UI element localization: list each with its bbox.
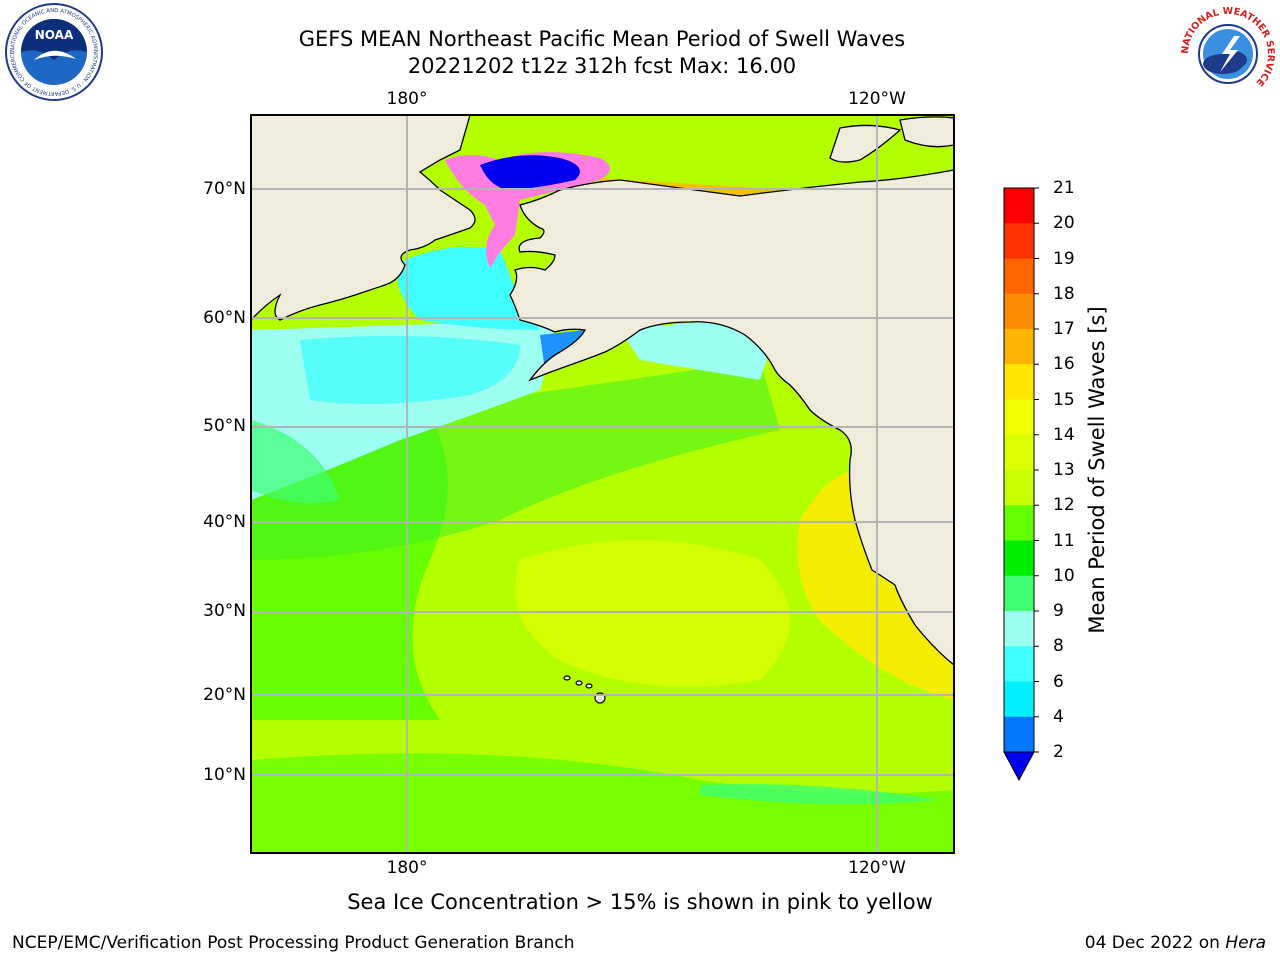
colorbar-bin bbox=[1004, 399, 1034, 436]
land-banks-island bbox=[899, 116, 954, 148]
swell-field-green-south bbox=[251, 753, 954, 853]
colorbar-bin bbox=[1004, 329, 1034, 365]
colorbar-bin bbox=[1004, 540, 1034, 577]
swell-field-yellow-east bbox=[797, 470, 954, 700]
graticule bbox=[251, 115, 954, 853]
colorbar-label: 16 bbox=[1053, 354, 1075, 375]
colorbar-bin bbox=[1004, 258, 1034, 295]
sea-ice-caption: Sea Ice Concentration > 15% is shown in … bbox=[347, 890, 933, 914]
lat-label-40n: 40°N bbox=[203, 512, 246, 532]
swell-field-green-band bbox=[251, 360, 780, 560]
lat-label-60n: 60°N bbox=[203, 308, 246, 328]
colorbar-label: 12 bbox=[1053, 495, 1075, 516]
footer-date: 04 Dec 2022 on Hera bbox=[1084, 933, 1266, 953]
map-subtitle: 20221202 t12z 312h fcst Max: 16.00 bbox=[407, 54, 797, 78]
colorbar-bin bbox=[1004, 611, 1034, 647]
colorbar-bin bbox=[1004, 470, 1034, 506]
lon-label-top-120w: 120°W bbox=[848, 89, 906, 109]
lon-label-bottom-180: 180° bbox=[386, 858, 428, 878]
colorbar bbox=[1003, 187, 1039, 782]
colorbar-label: 11 bbox=[1053, 530, 1075, 551]
colorbar-label: 6 bbox=[1053, 671, 1064, 692]
colorbar-label: 17 bbox=[1053, 319, 1075, 339]
lat-label-30n: 30°N bbox=[203, 601, 246, 621]
colorbar-bin bbox=[1004, 716, 1034, 753]
lat-label-20n: 20°N bbox=[203, 685, 246, 705]
swell-field-cyan-south bbox=[700, 784, 940, 804]
colorbar-label: 18 bbox=[1053, 283, 1075, 304]
footer-credit: NCEP/EMC/Verification Post Processing Pr… bbox=[12, 933, 575, 953]
swell-field-teal-edge bbox=[251, 420, 340, 504]
noaa-logo: NATIONAL OCEANIC AND ATMOSPHERIC ADMINIS… bbox=[5, 3, 103, 101]
colorbar-extend-arrow bbox=[1003, 751, 1035, 782]
colorbar-label: 9 bbox=[1053, 601, 1064, 621]
colorbar-bin bbox=[1004, 364, 1034, 400]
swell-field-yellow-mid bbox=[515, 540, 790, 687]
footer-machine: Hera bbox=[1225, 933, 1266, 953]
lon-label-bottom-120w: 120°W bbox=[848, 858, 906, 878]
map-frame bbox=[250, 114, 955, 854]
lat-label-10n: 10°N bbox=[203, 765, 246, 785]
map-title: GEFS MEAN Northeast Pacific Mean Period … bbox=[298, 27, 906, 51]
colorbar-bin bbox=[1004, 293, 1034, 330]
colorbar-label: 4 bbox=[1053, 706, 1064, 727]
land-north-america bbox=[509, 115, 954, 666]
colorbar-bin bbox=[1004, 505, 1034, 541]
swell-field-cyan-inner bbox=[300, 336, 520, 404]
swell-field-bering bbox=[397, 246, 540, 330]
colorbar-label: 2 bbox=[1053, 742, 1064, 762]
colorbar-bin bbox=[1004, 681, 1034, 718]
swell-field-cyan-gulf bbox=[620, 320, 770, 380]
colorbar-label: 14 bbox=[1053, 424, 1075, 445]
colorbar-bin bbox=[1004, 188, 1034, 224]
sea-ice-chukchi-core bbox=[480, 155, 580, 190]
colorbar-label: 10 bbox=[1053, 565, 1075, 586]
colorbar-bin bbox=[1004, 575, 1034, 612]
colorbar-label: 19 bbox=[1053, 248, 1075, 269]
lat-label-50n: 50°N bbox=[203, 416, 246, 436]
colorbar-bin bbox=[1004, 223, 1034, 259]
colorbar-label: 21 bbox=[1053, 178, 1075, 198]
lat-label-70n: 70°N bbox=[203, 179, 246, 199]
colorbar-label: 20 bbox=[1053, 213, 1075, 234]
lon-label-top-180: 180° bbox=[386, 89, 428, 109]
nws-logo: NATIONAL WEATHER SERVICE bbox=[1180, 6, 1276, 102]
land-siberia bbox=[251, 115, 476, 321]
colorbar-label: 13 bbox=[1053, 460, 1075, 480]
colorbar-label: 15 bbox=[1053, 389, 1075, 410]
colorbar-label: 8 bbox=[1053, 636, 1064, 657]
colorbar-bin bbox=[1004, 646, 1034, 682]
colorbar-bin bbox=[1004, 434, 1034, 471]
noaa-wordmark: NOAA bbox=[35, 28, 74, 42]
